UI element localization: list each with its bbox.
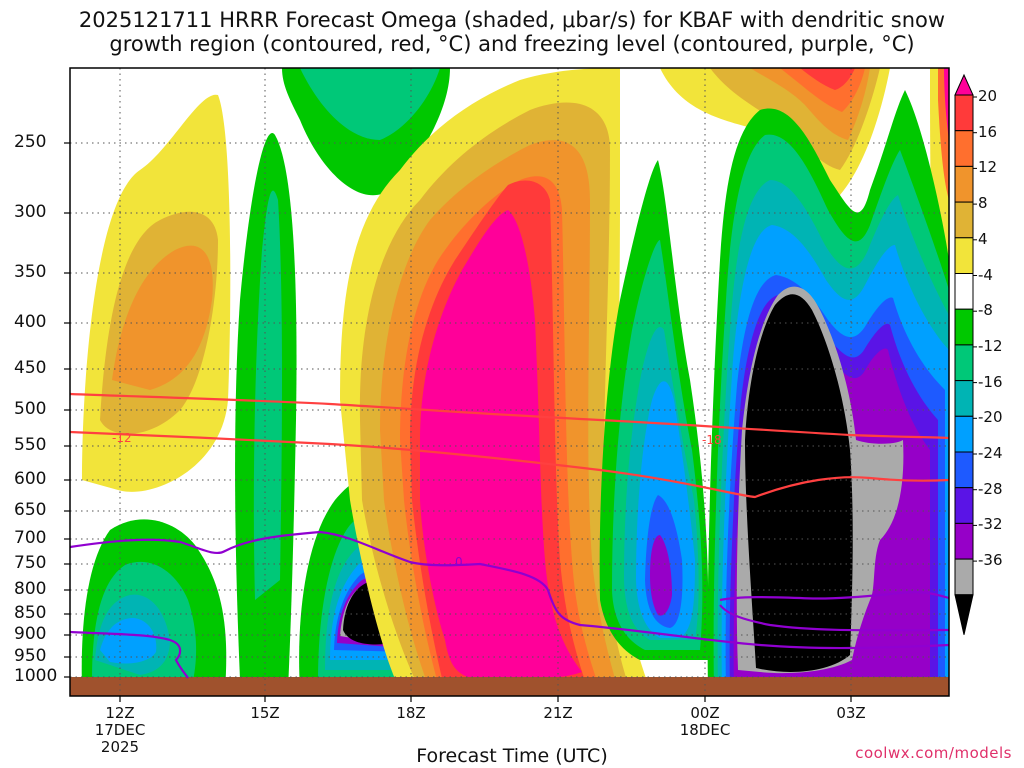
colorbar-segment — [954, 451, 974, 489]
y-tick-label: 450 — [14, 358, 47, 378]
x-axis-ticks — [119, 696, 852, 702]
freezing-contour-main — [69, 530, 950, 650]
colorbar-segment — [954, 558, 974, 596]
omega-region-neg-rc-purple — [650, 535, 672, 616]
y-tick-label: 400 — [14, 312, 47, 332]
colorbar-segment — [954, 344, 974, 382]
colorbar-segment — [954, 165, 974, 203]
chart-title-line1: 2025121711 HRRR Forecast Omega (shaded, … — [78, 8, 946, 32]
colorbar-label: -24 — [978, 444, 1003, 462]
dgz-contour-upper — [69, 392, 950, 440]
colorbar-label: -32 — [978, 515, 1003, 534]
omega-region-pos-edge-magenta — [944, 68, 949, 140]
y-tick-label: 300 — [14, 202, 47, 222]
colorbar-segment — [954, 415, 974, 453]
x-tick-label: 17DEC — [94, 721, 146, 739]
omega-region-neg-lowleft-blue — [100, 618, 157, 664]
source-credit[interactable]: coolwx.com/models — [855, 744, 1012, 762]
colorbar-segment — [954, 94, 974, 132]
colorbar-label: -20 — [978, 408, 1003, 427]
colorbar-label: 12 — [978, 158, 998, 177]
colorbar-segment — [954, 380, 974, 417]
colorbar-label: -28 — [978, 479, 1003, 498]
chart-title-line2: growth region (contoured, red, °C) and f… — [109, 32, 915, 56]
colorbar-label: 8 — [978, 194, 988, 213]
x-tick-label: 2025 — [100, 738, 140, 756]
plot-frame — [69, 67, 950, 697]
x-tick-label: 15Z — [250, 704, 280, 722]
y-tick-label: 1000 — [14, 666, 58, 686]
y-axis-ticks — [64, 142, 70, 678]
colorbar-label: -36 — [978, 551, 1003, 570]
gridlines — [70, 68, 949, 696]
colorbar-label: -8 — [978, 301, 993, 320]
y-tick-label: 800 — [14, 579, 47, 599]
colorbar-segment — [954, 273, 974, 310]
omega-shading — [70, 68, 949, 696]
freezing-contour-surface — [69, 630, 189, 679]
y-tick-label: 750 — [14, 553, 47, 573]
omega-region-neg-column-teal — [253, 190, 282, 600]
omega-region-positive-nw-darkorange — [112, 245, 213, 390]
y-tick-label: 650 — [14, 500, 47, 520]
y-tick-label: 250 — [14, 132, 47, 152]
x-tick-label: 21Z — [543, 704, 573, 722]
colorbar-label: 16 — [978, 122, 998, 141]
x-tick-label: 00Z — [690, 704, 720, 722]
y-tick-label: 950 — [14, 646, 47, 666]
colorbar — [954, 73, 977, 635]
freezing-contour-east-loop — [719, 604, 950, 632]
x-tick-label: 18DEC — [679, 721, 731, 739]
y-tick-label: 500 — [14, 399, 47, 419]
dgz-label-west: -12 — [112, 431, 132, 445]
omega-region-pos-center-magenta — [420, 210, 582, 680]
freezing-label: 0 — [455, 555, 463, 569]
colorbar-segment — [954, 237, 974, 275]
colorbar-arrow-bottom — [954, 594, 974, 635]
dgz-label-east: -18 — [702, 433, 722, 447]
colorbar-label: -4 — [978, 265, 993, 284]
omega-region-pos-ne-red — [800, 68, 855, 90]
x-tick-label: 03Z — [836, 704, 866, 722]
terrain-surface — [70, 677, 949, 696]
colorbar-arrow-top — [954, 73, 974, 96]
dgz-contour-lower — [69, 430, 950, 499]
colorbar-segment — [954, 201, 974, 239]
y-tick-label: 600 — [14, 469, 47, 489]
y-tick-label: 700 — [14, 528, 47, 548]
colorbar-segment — [954, 130, 974, 167]
colorbar-segment — [954, 522, 974, 560]
colorbar-segment — [954, 487, 974, 524]
y-tick-label: 900 — [14, 624, 47, 644]
x-axis-title: Forecast Time (UTC) — [416, 745, 608, 767]
y-tick-label: 550 — [14, 435, 47, 455]
colorbar-label: 4 — [978, 229, 988, 248]
y-tick-label: 850 — [14, 603, 47, 623]
y-tick-label: 350 — [14, 262, 47, 282]
freezing-contour-east — [719, 590, 950, 602]
colorbar-label: -16 — [978, 372, 1003, 391]
colorbar-label: 20 — [978, 87, 998, 105]
x-tick-label: 12Z — [105, 704, 135, 722]
contour-lines: -12 -18 0 — [69, 392, 950, 679]
x-tick-label: 18Z — [396, 704, 426, 722]
colorbar-label: -12 — [978, 336, 1003, 355]
omega-region-neg-top-teal — [300, 68, 440, 140]
colorbar-segment — [954, 308, 974, 346]
